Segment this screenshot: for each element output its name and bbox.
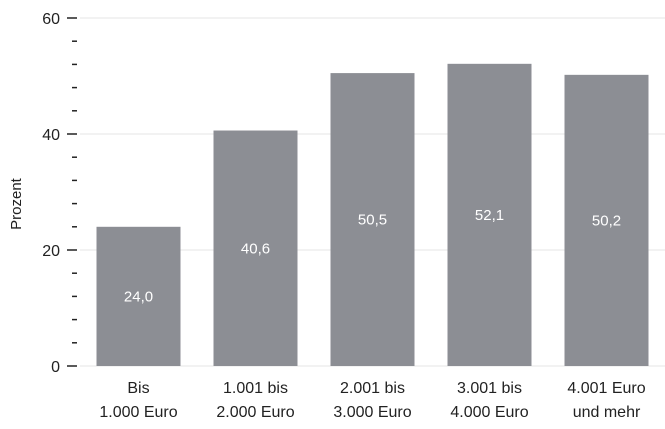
bar (330, 73, 415, 366)
bar-value-label: 50,2 (592, 212, 621, 229)
y-tick-label: 40 (42, 127, 60, 144)
y-tick-label: 60 (42, 11, 60, 28)
x-category-label: 4.000 Euro (450, 404, 528, 421)
bars: 24,0 40,6 50,5 52,1 50,2 (96, 63, 649, 366)
x-category-label: 3.001 bis (457, 380, 522, 397)
bar (213, 130, 298, 366)
y-tick-label: 20 (42, 243, 60, 260)
x-category-label: 1.001 bis (223, 380, 288, 397)
bar-value-label: 50,5 (358, 212, 387, 229)
bar-value-label: 24,0 (124, 288, 153, 305)
x-axis-labels: Bis 1.000 Euro 1.001 bis 2.000 Euro 2.001 bi… (99, 380, 645, 421)
bar-value-label: 52,1 (475, 207, 504, 224)
x-category-label: 1.000 Euro (99, 404, 177, 421)
x-category-label: 2.000 Euro (216, 404, 294, 421)
y-axis-title: Prozent (8, 177, 25, 230)
y-tick-label: 0 (51, 359, 60, 376)
bar (564, 74, 649, 366)
x-category-label: 2.001 bis (340, 380, 405, 397)
x-category-label: Bis (127, 380, 149, 397)
x-category-label: und mehr (573, 404, 641, 421)
bar (447, 63, 532, 366)
bar-value-label: 40,6 (241, 240, 270, 257)
y-axis: 0 20 40 60 (42, 11, 77, 376)
x-category-label: 4.001 Euro (567, 380, 645, 397)
bar (96, 226, 181, 366)
x-category-label: 3.000 Euro (333, 404, 411, 421)
